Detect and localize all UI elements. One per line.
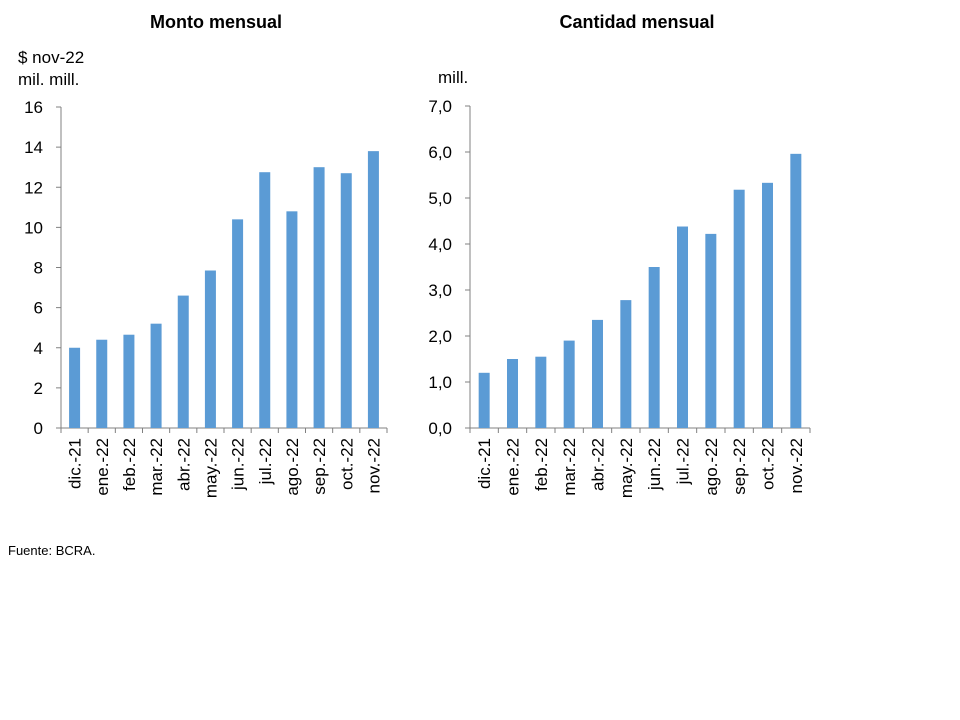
y-unit-line-1: mill. [438, 68, 468, 87]
x-tick-label: oct.-22 [337, 438, 356, 490]
y-tick-label: 0,0 [428, 419, 452, 438]
bar [232, 219, 244, 428]
x-tick-label: ene.-22 [504, 438, 523, 496]
bar [733, 189, 745, 428]
bar [705, 233, 717, 428]
bar [177, 295, 189, 428]
bar [123, 334, 135, 428]
x-tick-label: jun.-22 [229, 438, 248, 491]
y-tick-label: 14 [24, 138, 43, 157]
y-tick-label: 6 [34, 299, 43, 318]
bar [69, 347, 81, 428]
y-tick-label: 3,0 [428, 281, 452, 300]
bar [620, 300, 632, 428]
y-tick-label: 4,0 [428, 235, 452, 254]
x-tick-label: mar.-22 [560, 438, 579, 496]
y-tick-label: 4 [34, 339, 43, 358]
y-tick-label: 5,0 [428, 189, 452, 208]
bar [762, 182, 773, 428]
bar [790, 153, 802, 428]
x-tick-label: may.-22 [201, 438, 220, 498]
bar [286, 211, 298, 428]
x-tick-label: feb.-22 [120, 438, 139, 491]
bar [478, 372, 490, 428]
bar [340, 173, 352, 428]
y-tick-label: 8 [34, 259, 43, 278]
y-tick-label: 12 [24, 178, 43, 197]
y-unit-line-2: mil. mill. [18, 70, 79, 89]
bar [507, 359, 518, 428]
x-tick-label: mar.-22 [147, 438, 166, 496]
x-tick-label: sep.-22 [730, 438, 749, 495]
cantidad-mensual-chart: Cantidad mensual mill. 0,0 1,0 2,0 3,0 4,0 5,… [428, 12, 811, 498]
bar [367, 151, 379, 428]
y-tick-label: 7,0 [428, 97, 452, 116]
x-tick-label: ago.-22 [702, 438, 721, 496]
x-tick-label: jul.-22 [256, 438, 275, 485]
x-tick-label: nov.-22 [787, 438, 806, 493]
x-tick-label: jun.-22 [645, 438, 664, 491]
y-tick-label: 16 [24, 98, 43, 117]
x-tick-label: dic.-21 [475, 438, 494, 489]
x-tick-label: jul.-22 [674, 438, 693, 485]
x-tick-label: abr.-22 [589, 438, 608, 491]
x-tick-label: oct.-22 [759, 438, 778, 490]
x-tick-label: ago.-22 [283, 438, 302, 496]
bar [535, 356, 547, 428]
x-tick-label: nov.-22 [364, 438, 383, 493]
chart-title: Cantidad mensual [559, 12, 714, 32]
y-unit-line-1: $ nov-22 [18, 48, 84, 67]
x-tick-label: ene.-22 [93, 438, 112, 496]
source-note: Fuente: BCRA. [8, 543, 95, 558]
monto-mensual-chart: Monto mensual $ nov-22 mil. mill. 0 2 4 6 8 1… [18, 12, 388, 498]
x-tick-label: sep.-22 [310, 438, 329, 495]
bar [150, 323, 162, 428]
x-tick-label: feb.-22 [532, 438, 551, 491]
y-tick-label: 2,0 [428, 327, 452, 346]
bar [592, 319, 603, 428]
y-tick-label: 6,0 [428, 143, 452, 162]
chart-title: Monto mensual [150, 12, 282, 32]
bar [648, 267, 660, 428]
x-tick-label: may.-22 [617, 438, 636, 498]
bar [677, 226, 688, 428]
y-tick-label: 10 [24, 218, 43, 237]
x-tick-label: dic.-21 [66, 438, 85, 489]
y-tick-label: 0 [34, 419, 43, 438]
bar [313, 167, 325, 428]
bar [204, 270, 216, 428]
y-tick-label: 2 [34, 379, 43, 398]
bar [259, 172, 271, 428]
x-tick-label: abr.-22 [174, 438, 193, 491]
bar [563, 340, 575, 428]
y-tick-label: 1,0 [428, 373, 452, 392]
bar [96, 339, 108, 428]
